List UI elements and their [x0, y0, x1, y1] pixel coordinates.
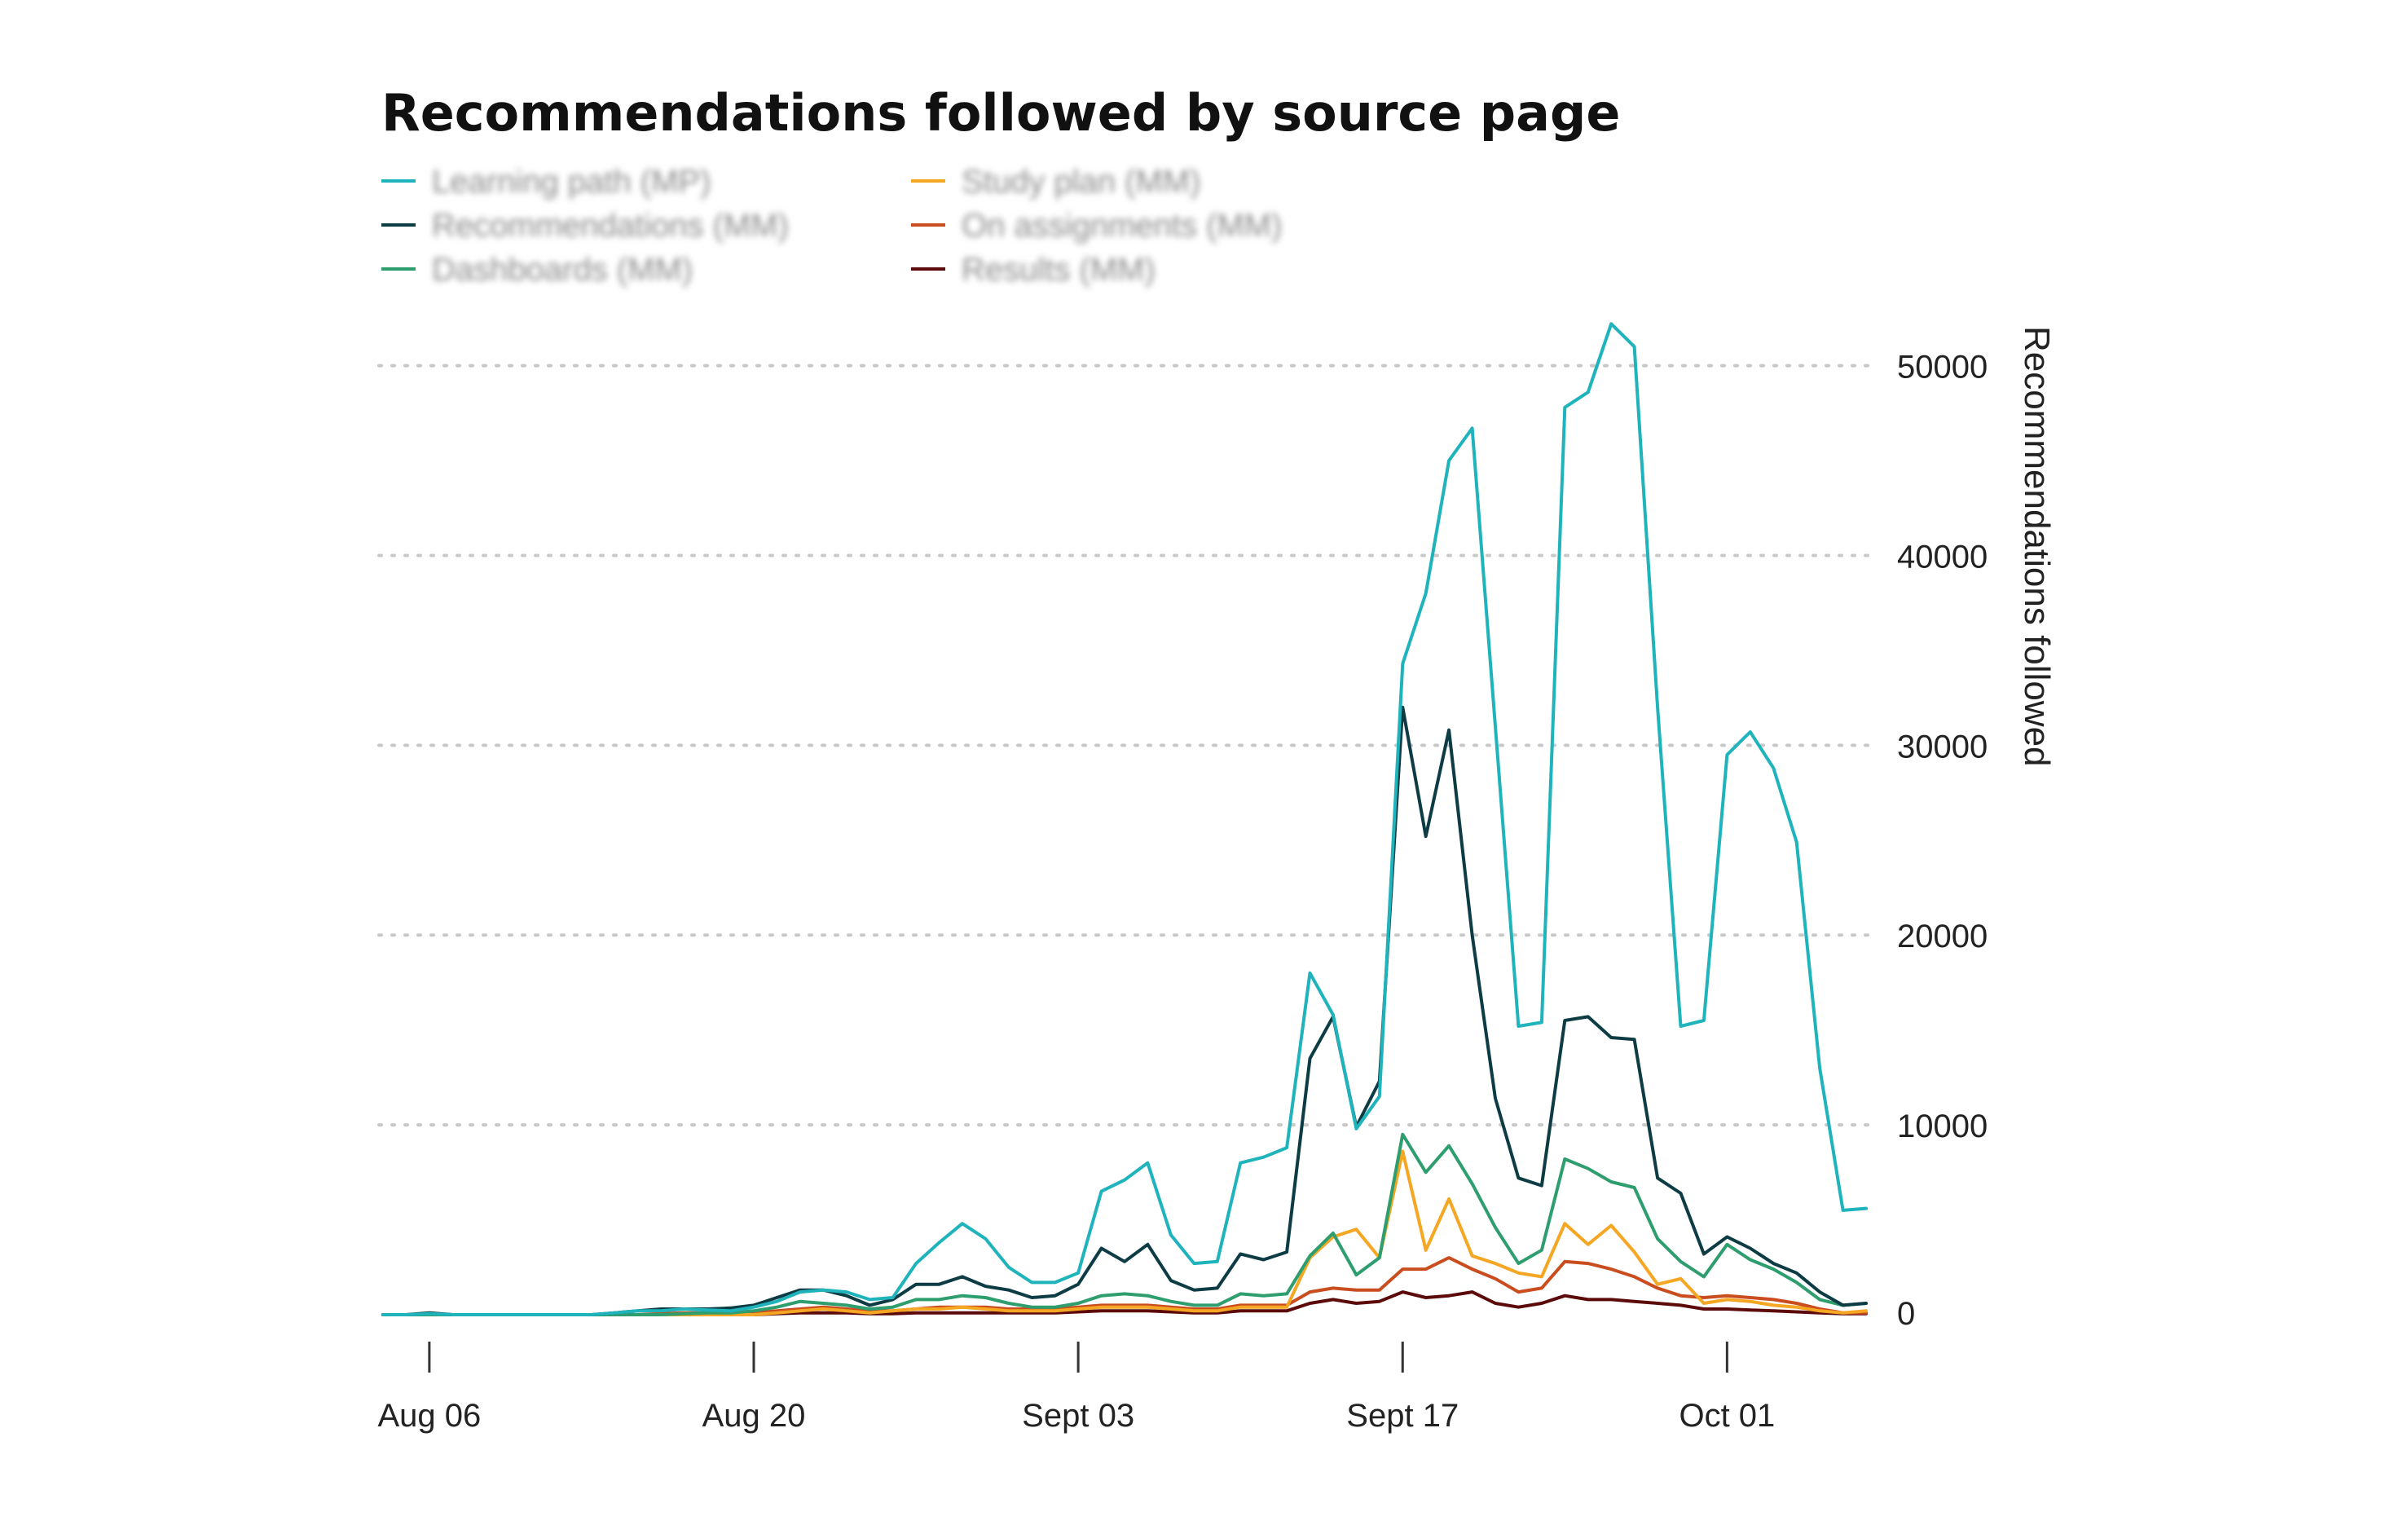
series-line-3 [381, 1132, 1868, 1316]
series-lines [381, 322, 1868, 1316]
series-line-4 [381, 1149, 1868, 1316]
legend-label: Learning path (MP) [432, 164, 711, 200]
legend: Learning path (MP) Recommendations (MM) Da… [381, 164, 1282, 288]
y-tick-label: 20000 [1897, 919, 1988, 954]
legend-item: Recommendations (MM) [381, 208, 789, 244]
legend-item: Study plan (MM) [911, 164, 1200, 200]
x-tick-label: Sept 03 [1022, 1398, 1134, 1434]
y-tick-label: 50000 [1897, 350, 1988, 386]
legend-item: On assignments (MM) [911, 208, 1282, 244]
y-axis-ticks: 0 10000 20000 30000 40000 50000 [1897, 350, 1988, 1332]
x-tick-label: Sept 17 [1346, 1398, 1459, 1434]
legend-label: Recommendations (MM) [432, 208, 789, 244]
legend-item: Dashboards (MM) [381, 252, 693, 288]
x-tick-label: Aug 06 [377, 1398, 481, 1434]
legend-item: Learning path (MP) [381, 164, 711, 200]
series-line-1 [381, 322, 1868, 1316]
chart-title: Recommendations followed by source page [381, 83, 1620, 143]
y-tick-label: 40000 [1897, 539, 1988, 575]
y-tick-label: 0 [1897, 1296, 1915, 1332]
legend-label: Dashboards (MM) [432, 252, 693, 288]
legend-label: Results (MM) [962, 252, 1156, 288]
y-tick-label: 30000 [1897, 729, 1988, 765]
legend-item: Results (MM) [911, 252, 1156, 288]
x-axis: Aug 06 Aug 20 Sept 03 Sept 17 Oct 01 [377, 1342, 1775, 1434]
x-tick-label: Oct 01 [1679, 1398, 1775, 1434]
series-line-2 [381, 705, 1868, 1316]
y-axis-label: Recommendations followed [2017, 326, 2057, 767]
legend-label: On assignments (MM) [962, 208, 1282, 244]
y-tick-label: 10000 [1897, 1108, 1988, 1144]
legend-label: Study plan (MM) [962, 164, 1200, 200]
grid [377, 364, 1872, 1127]
x-tick-label: Aug 20 [702, 1398, 806, 1434]
